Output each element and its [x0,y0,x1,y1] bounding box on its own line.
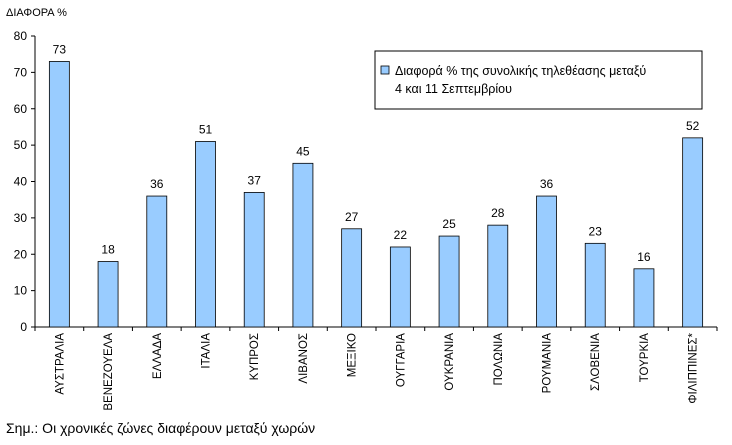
y-tick-labels: 0 10 20 30 40 50 60 70 80 [14,29,28,334]
bar [536,195,557,328]
y-tick-label: 60 [14,102,28,116]
x-tick-label: ΛΙΒΑΝΟΣ [298,333,310,384]
bar [243,192,265,328]
bar [146,195,168,328]
x-tick-label: ΡΟΥΜΑΝΙΑ [542,333,554,394]
bar [487,224,509,328]
data-label: 36 [150,177,164,191]
bar [292,162,314,328]
bar [633,268,655,328]
y-tick-label: 20 [14,247,28,261]
x-tick-label: ΟΥΚΡΑΝΙΑ [444,333,456,391]
y-axis-label: ΔΙΑΦΟΡΑ % [6,7,67,19]
x-tick-label: ΟΥΓΓΑΡΙΑ [395,333,407,387]
data-label: 37 [248,173,262,187]
bar [682,137,704,328]
data-labels: 73 18 36 51 37 45 27 22 25 28 36 23 16 52 [53,42,700,263]
legend-box [374,50,703,110]
bar [389,246,411,328]
data-label: 25 [442,217,456,231]
data-label: 45 [296,144,310,158]
data-label: 23 [589,224,603,238]
legend: Διαφορά % της συνολικής τηλεθέασης μεταξ… [374,50,703,110]
x-tick-label: ΕΛΛΑΔΑ [152,333,164,379]
data-label: 51 [199,122,213,136]
bar [48,61,70,328]
y-tick-label: 0 [20,320,27,334]
x-tick-label: ΣΛΟΒΕΝΙΑ [590,333,602,391]
bar [438,235,460,328]
x-tick-labels: ΑΥΣΤΡΑΛΙΑ ΒΕΝΕΖΟΥΕΛΑ ΕΛΛΑΔΑ ΙΤΑΛΙΑ ΚΥΠΡΟΣ ΛΙΒ… [54,332,699,410]
data-label: 36 [540,177,554,191]
legend-swatch [380,65,390,75]
data-label: 16 [637,250,651,264]
x-tick-label: ΙΤΑΛΙΑ [201,333,213,369]
footnote: Σημ.: Οι χρονικές ζώνες διαφέρουν μεταξύ… [6,420,316,436]
x-tick-label: ΚΥΠΡΟΣ [249,333,261,380]
x-tick-label: ΦΙΛΙΠΠΙΝΕΣ* [688,332,700,403]
x-tick-label: ΜΕΞΙΚΟ [347,333,359,377]
y-tick-label: 10 [14,284,28,298]
bar [195,141,216,328]
legend-label-line2: 4 και 11 Σεπτεμβρίου [395,82,512,96]
x-tick-label: ΤΟΥΡΚΙΑ [639,333,651,383]
data-label: 27 [345,210,359,224]
bar [584,242,606,328]
data-label: 18 [101,243,115,257]
y-tick-label: 50 [14,138,28,152]
data-label: 52 [686,119,700,133]
x-tick-label: ΒΕΝΕΖΟΥΕΛΑ [103,333,115,411]
bar [341,228,363,328]
y-tick-label: 70 [14,65,28,79]
data-label: 28 [491,206,505,220]
data-label: 73 [53,42,67,56]
x-tick-label: ΠΟΛΩΝΙΑ [493,333,505,386]
y-tick-label: 80 [14,29,28,43]
legend-label-line1: Διαφορά % της συνολικής τηλεθέασης μεταξ… [395,64,646,78]
y-tick-label: 40 [14,175,28,189]
y-tick-label: 30 [14,211,28,225]
bar [97,261,119,328]
x-tick-label: ΑΥΣΤΡΑΛΙΑ [54,333,66,395]
data-label: 22 [394,228,408,242]
bars [48,61,704,328]
